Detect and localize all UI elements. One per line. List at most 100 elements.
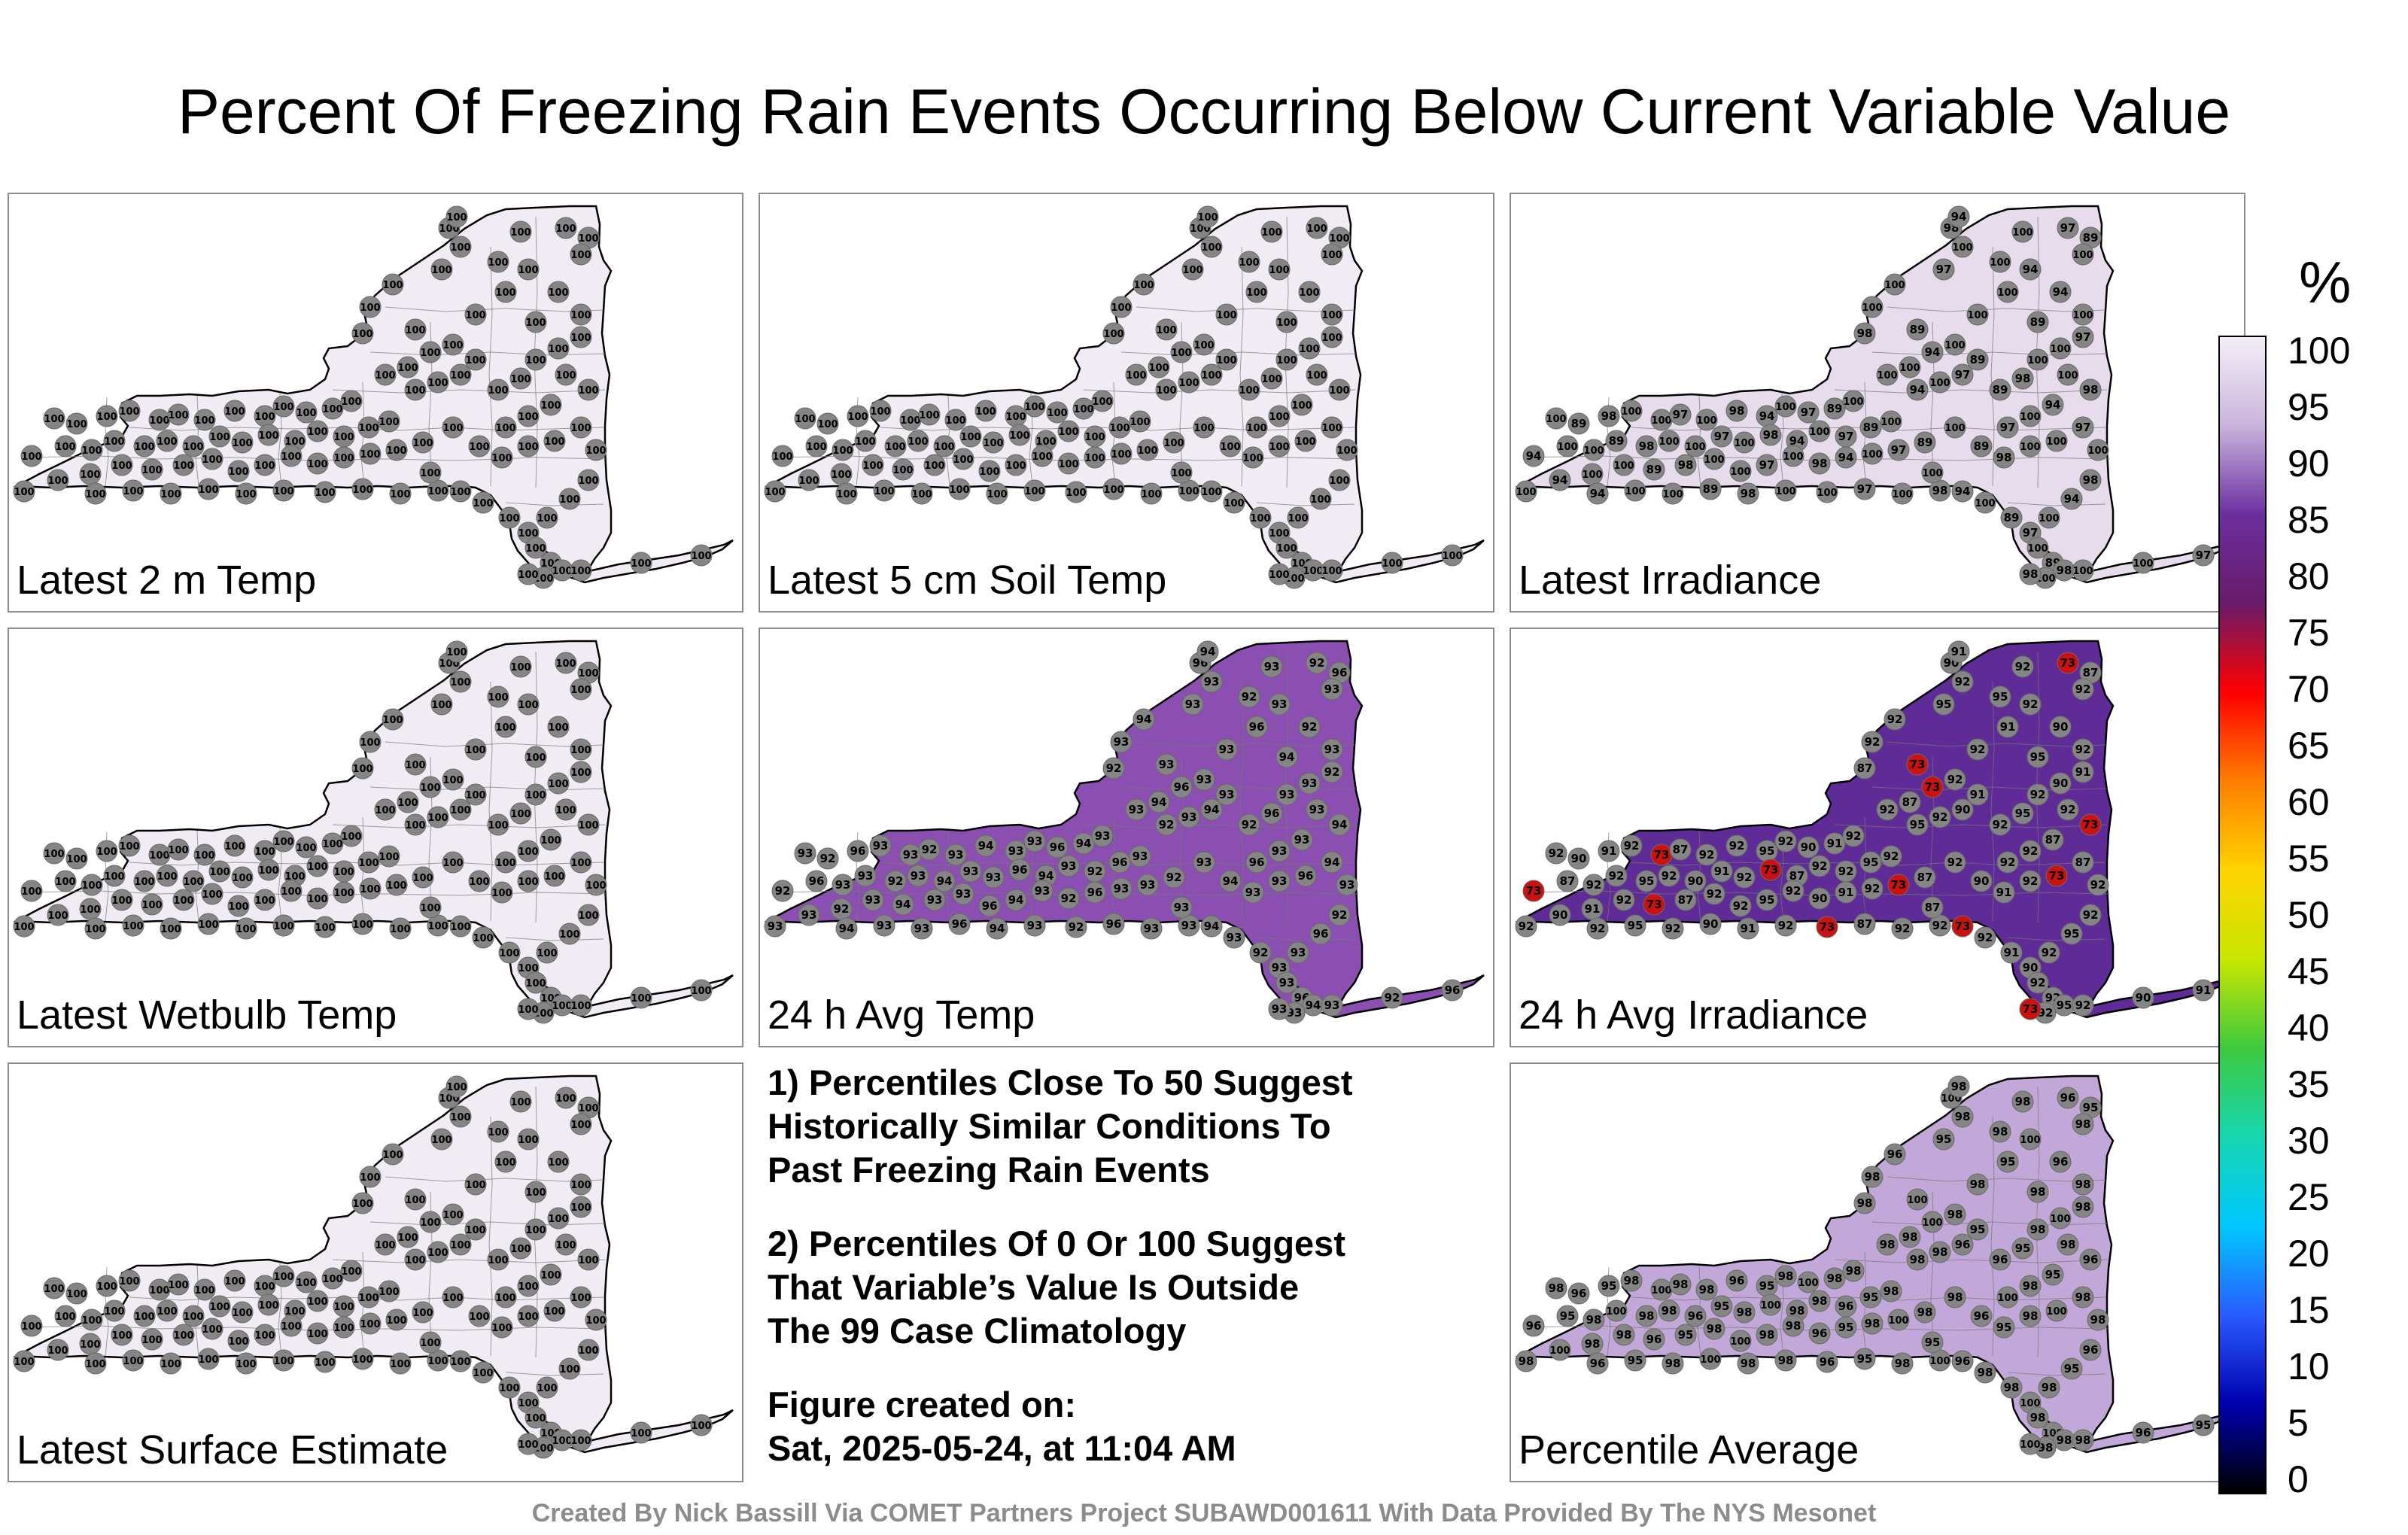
station-marker[interactable]: 100	[468, 435, 491, 457]
station-marker[interactable]: 100	[494, 851, 517, 874]
station-marker[interactable]: 100	[1200, 363, 1223, 386]
station-marker[interactable]: 100	[555, 1233, 577, 1256]
station-marker[interactable]: 100	[1336, 439, 1358, 461]
station-marker[interactable]: 73	[2079, 813, 2102, 836]
station-marker[interactable]: 100	[43, 407, 65, 430]
station-marker[interactable]: 100	[208, 860, 231, 883]
station-marker[interactable]: 93	[1268, 693, 1291, 716]
station-marker[interactable]: 100	[280, 445, 303, 467]
station-marker[interactable]: 91	[1966, 783, 1989, 806]
station-marker[interactable]: 92	[1662, 917, 1684, 940]
station-marker[interactable]: 100	[536, 506, 558, 529]
station-marker[interactable]: 96	[1046, 836, 1069, 859]
station-marker[interactable]: 100	[231, 1301, 254, 1324]
station-marker[interactable]: 95	[1921, 1331, 1944, 1354]
station-marker[interactable]: 100	[378, 845, 400, 868]
station-marker[interactable]: 95	[1556, 1305, 1579, 1327]
station-marker[interactable]: 100	[2045, 1299, 2068, 1322]
station-marker[interactable]: 100	[854, 430, 877, 452]
station-marker[interactable]: 95	[2011, 1237, 2034, 1260]
station-marker[interactable]: 100	[382, 1143, 404, 1166]
station-marker[interactable]: 95	[1756, 840, 1778, 862]
station-marker[interactable]: 100	[197, 1348, 220, 1370]
station-marker[interactable]: 96	[1084, 881, 1106, 904]
station-marker[interactable]: 87	[1853, 913, 1876, 935]
station-marker[interactable]: 100	[1223, 491, 1245, 514]
station-marker[interactable]: 100	[227, 895, 250, 917]
station-marker[interactable]: 100	[1178, 479, 1200, 502]
station-marker[interactable]: 100	[427, 914, 449, 937]
station-marker[interactable]: 94	[1200, 915, 1223, 938]
station-marker[interactable]: 94	[1133, 708, 1155, 731]
station-marker[interactable]: 92	[1861, 731, 1884, 753]
station-marker[interactable]: 100	[1974, 491, 1996, 514]
station-marker[interactable]: 91	[1581, 898, 1604, 920]
station-marker[interactable]: 95	[1635, 870, 1658, 892]
station-marker[interactable]: 100	[314, 1351, 336, 1373]
station-marker[interactable]: 98	[2072, 1429, 2094, 1451]
station-marker[interactable]: 100	[160, 482, 182, 505]
station-marker[interactable]: 96	[2049, 1150, 2072, 1173]
station-marker[interactable]: 100	[1545, 407, 1567, 430]
station-marker[interactable]: 100	[231, 431, 254, 454]
station-marker[interactable]: 98	[1808, 1290, 1831, 1312]
station-marker[interactable]: 100	[1774, 395, 1797, 418]
station-marker[interactable]: 100	[254, 1324, 276, 1346]
station-marker[interactable]: 100	[227, 460, 250, 482]
station-marker[interactable]: 100	[449, 670, 472, 693]
station-marker[interactable]: 100	[464, 738, 487, 761]
station-marker[interactable]: 89	[1643, 458, 1665, 481]
station-marker[interactable]: 100	[551, 1429, 573, 1451]
station-marker[interactable]: 98	[1662, 1352, 1684, 1375]
station-marker[interactable]: 93	[1298, 772, 1321, 795]
station-marker[interactable]: 100	[536, 941, 558, 964]
station-marker[interactable]: 96	[1970, 1305, 1993, 1327]
station-marker[interactable]: 100	[1966, 303, 1989, 326]
station-marker[interactable]: 100	[794, 407, 816, 430]
station-marker[interactable]: 96	[2079, 1339, 2102, 1361]
station-marker[interactable]: 100	[464, 1173, 487, 1196]
station-marker[interactable]: 92	[2026, 783, 2049, 806]
station-marker[interactable]: 100	[570, 738, 592, 761]
station-marker[interactable]: 100	[1125, 363, 1148, 386]
station-marker[interactable]: 100	[1996, 281, 2019, 303]
station-marker[interactable]: 100	[1808, 420, 1831, 442]
station-marker[interactable]: 100	[81, 1309, 103, 1331]
station-marker[interactable]: 100	[65, 412, 88, 435]
station-marker[interactable]: 100	[1816, 481, 1838, 503]
station-marker[interactable]: 100	[1940, 1087, 1963, 1109]
station-marker[interactable]: 97	[1835, 425, 1857, 448]
station-marker[interactable]: 100	[118, 1269, 141, 1292]
station-marker[interactable]: 73	[1921, 776, 1944, 798]
station-marker[interactable]: 100	[1876, 363, 1899, 386]
station-marker[interactable]: 100	[517, 258, 540, 281]
station-marker[interactable]: 93	[1287, 941, 1309, 964]
station-marker[interactable]: 100	[272, 1349, 295, 1372]
station-marker[interactable]: 94	[1756, 405, 1778, 427]
station-marker[interactable]: 93	[1291, 828, 1313, 851]
station-marker[interactable]: 100	[1733, 431, 1756, 454]
station-marker[interactable]: 95	[1906, 813, 1929, 836]
station-marker[interactable]: 100	[382, 708, 404, 731]
station-marker[interactable]: 100	[494, 416, 517, 439]
station-marker[interactable]: 96	[1884, 1143, 1906, 1166]
station-marker[interactable]: 100	[487, 1248, 509, 1271]
station-marker[interactable]: 98	[1993, 446, 2015, 469]
station-marker[interactable]: 95	[1932, 693, 1955, 716]
station-marker[interactable]: 100	[1148, 356, 1170, 378]
station-marker[interactable]: 92	[1321, 761, 1343, 783]
station-marker[interactable]: 100	[172, 1324, 195, 1346]
station-marker[interactable]: 100	[54, 435, 77, 457]
station-marker[interactable]: 96	[1586, 1352, 1609, 1375]
station-marker[interactable]: 100	[1084, 425, 1106, 448]
station-marker[interactable]: 100	[1321, 416, 1343, 439]
station-marker[interactable]: 98	[2079, 469, 2102, 491]
station-marker[interactable]: 100	[524, 1406, 547, 1429]
station-marker[interactable]: 100	[148, 843, 171, 866]
station-marker[interactable]: 100	[464, 303, 487, 326]
station-marker[interactable]: 92	[1891, 917, 1914, 940]
station-marker[interactable]: 100	[547, 772, 570, 795]
station-marker[interactable]: 98	[1545, 1277, 1567, 1299]
station-marker[interactable]: 98	[1737, 482, 1759, 505]
station-marker[interactable]: 100	[491, 881, 513, 904]
